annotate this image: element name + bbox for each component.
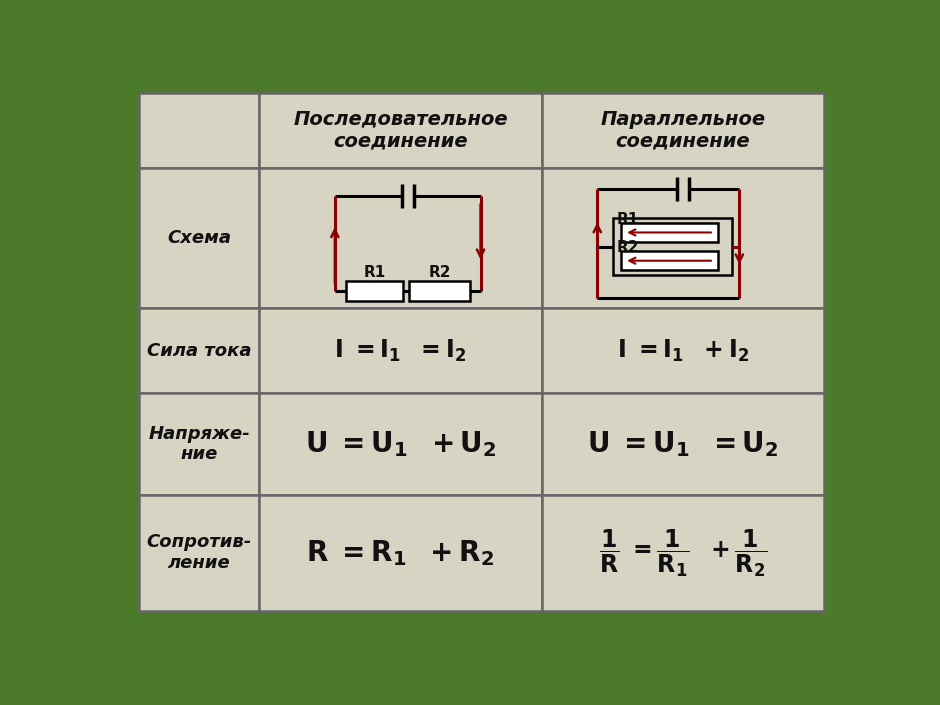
Bar — [139, 308, 259, 393]
Bar — [346, 281, 403, 301]
Bar — [620, 223, 717, 242]
Bar — [139, 393, 259, 494]
Text: Последовательное
соединение: Последовательное соединение — [293, 110, 508, 151]
Bar — [259, 494, 541, 611]
Text: $\mathbf{I\ =I_1\ \ +I_2}$: $\mathbf{I\ =I_1\ \ +I_2}$ — [617, 338, 749, 364]
Text: $\mathbf{I\ =I_1\ \ =I_2}$: $\mathbf{I\ =I_1\ \ =I_2}$ — [335, 338, 466, 364]
Bar — [139, 168, 259, 308]
Text: Напряже-
ние: Напряже- ние — [149, 424, 250, 463]
Text: R1: R1 — [364, 265, 385, 280]
Text: R1: R1 — [617, 212, 639, 227]
Bar — [541, 393, 824, 494]
Bar — [620, 252, 717, 270]
Text: Сила тока: Сила тока — [147, 342, 252, 360]
Text: Схема: Схема — [167, 229, 231, 247]
Text: Параллельное
соединение: Параллельное соединение — [601, 110, 765, 151]
Bar — [259, 308, 541, 393]
Bar — [139, 93, 259, 168]
Text: R2: R2 — [428, 265, 450, 280]
Bar — [259, 168, 541, 308]
Bar — [541, 494, 824, 611]
Bar — [541, 308, 824, 393]
Text: $\mathbf{\dfrac{1}{R}\ =\dfrac{1}{R_1}\ \ +\dfrac{1}{R_2}}$: $\mathbf{\dfrac{1}{R}\ =\dfrac{1}{R_1}\ … — [599, 527, 767, 579]
Bar — [613, 218, 732, 276]
Text: $\mathbf{R\ =R_1\ \ +R_2}$: $\mathbf{R\ =R_1\ \ +R_2}$ — [306, 538, 494, 568]
Bar — [541, 168, 824, 308]
Bar — [541, 93, 824, 168]
Text: $\mathbf{U\ =U_1\ \ +U_2}$: $\mathbf{U\ =U_1\ \ +U_2}$ — [305, 429, 496, 459]
Bar — [259, 393, 541, 494]
Bar — [409, 281, 470, 301]
Text: R2: R2 — [617, 240, 639, 255]
Bar — [139, 494, 259, 611]
Text: $\mathbf{U\ =U_1\ \ =U_2}$: $\mathbf{U\ =U_1\ \ =U_2}$ — [588, 429, 778, 459]
Bar — [259, 93, 541, 168]
Text: Сопротив-
ление: Сопротив- ление — [147, 534, 252, 572]
